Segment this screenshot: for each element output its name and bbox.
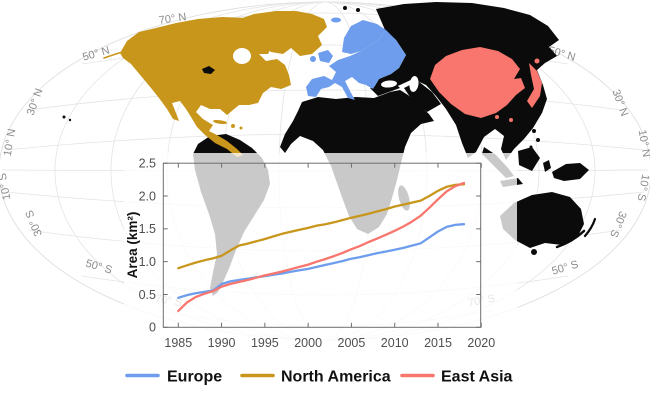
great-britain	[318, 50, 333, 63]
japan	[527, 63, 542, 108]
y-tick-label: 1.5	[139, 222, 156, 236]
chart-panel-background	[124, 153, 517, 354]
taiwan	[509, 118, 513, 122]
hokkaido	[534, 58, 540, 64]
hainan	[495, 115, 499, 119]
y-tick-label: 2.5	[139, 157, 156, 171]
legend-item-north-america: North America	[240, 369, 391, 386]
y-tick-label: 0	[149, 321, 156, 335]
svalbard-1	[343, 6, 347, 10]
y-tick-label: 0.5	[139, 288, 156, 302]
philippines-2	[536, 138, 540, 142]
highlighted-regions	[103, 11, 542, 157]
chart-series	[177, 181, 466, 313]
x-tick-label: 1990	[208, 336, 236, 350]
region-europe-scandinavia	[342, 20, 386, 54]
new-guinea	[552, 163, 589, 181]
legend-item-east-asia: East Asia	[400, 369, 513, 386]
lat-label-50s-right: 50° S	[551, 259, 580, 278]
x-tick-label: 2020	[467, 336, 495, 350]
legend-label: Europe	[167, 369, 222, 386]
great-lakes	[202, 66, 215, 74]
chart-axes-box	[162, 162, 482, 328]
y-axis-label: Area (km²)	[125, 212, 140, 279]
ireland	[310, 56, 316, 62]
x-tick-label: 1995	[251, 336, 279, 350]
lat-label-50s-left: 50° S	[84, 258, 113, 277]
legend-label: North America	[281, 369, 391, 386]
legend-item-europe: Europe	[125, 369, 222, 386]
lat-label-30n-left: 30° N	[25, 87, 46, 117]
inland-seas	[381, 76, 419, 92]
borneo	[518, 147, 540, 171]
black-sea	[381, 80, 397, 88]
series-line-europe	[177, 223, 466, 299]
cuba	[213, 119, 227, 125]
hawaii-2	[68, 118, 72, 122]
lat-label-10n-left: 10° N	[2, 128, 19, 157]
hispaniola	[231, 124, 235, 128]
x-tick-label: 2015	[424, 336, 452, 350]
chart-ticks	[163, 162, 482, 328]
philippines-1	[532, 129, 536, 133]
australia-landmass	[500, 192, 584, 248]
new-zealand-north	[555, 229, 586, 249]
lat-label-50n-left: 50° N	[81, 45, 111, 64]
hudson-bay	[233, 48, 251, 64]
aleutian-islands	[103, 45, 149, 59]
region-east-asia-china	[430, 47, 525, 118]
y-tick-label: 2.0	[139, 189, 156, 203]
x-tick-label: 1985	[164, 336, 192, 350]
sulawesi	[543, 160, 551, 172]
legend-label: East Asia	[441, 369, 513, 386]
region-greenland-arctic	[230, 11, 327, 56]
caspian-sea	[409, 76, 419, 92]
lat-label-10n-right: 10° N	[636, 129, 650, 158]
lat-label-30s-left: 30° S	[24, 208, 45, 238]
series-line-north-america	[177, 183, 466, 270]
series-line-east-asia	[177, 181, 466, 313]
lat-label-10s-right: 10° S	[635, 173, 650, 202]
x-tick-label: 2000	[294, 336, 322, 350]
lat-label-30n-right: 30° N	[609, 88, 630, 118]
iceland	[331, 17, 341, 23]
lat-label-30s-right: 30° S	[607, 209, 628, 239]
x-tick-label: 2010	[381, 336, 409, 350]
philippines-3	[529, 145, 533, 149]
svalbard-2	[356, 8, 360, 12]
hawaii-1	[62, 115, 66, 119]
chart-tick-labels: 1985 1990 1995 2000 2005 2010 2015 2020 0 0.5 1.0 1…	[139, 157, 496, 351]
x-tick-label: 2005	[338, 336, 366, 350]
puerto-rico	[239, 126, 243, 130]
y-tick-label: 1.0	[139, 255, 156, 269]
tasmania	[531, 249, 537, 255]
inset-chart: 1985 1990 1995 2000 2005 2010 2015 2020 0 0.5 1.0 1…	[124, 153, 517, 354]
lat-label-10s-left: 10° S	[0, 172, 13, 201]
region-europe-mainland	[306, 30, 406, 100]
chart-legend: Europe North America East Asia	[125, 369, 513, 386]
new-zealand-south	[583, 217, 597, 238]
